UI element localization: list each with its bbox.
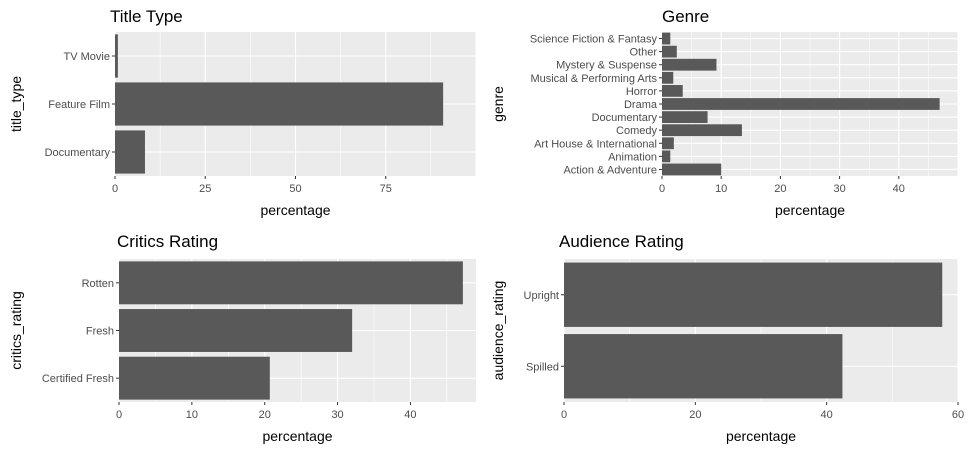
x-tick-label: 40 [821,409,833,421]
y-tick-label: Animation [608,151,657,163]
bar-rotten [119,261,463,305]
bar-action-and-adventure [662,163,722,176]
bar-tv-movie [115,34,118,78]
y-axis-title: critics_rating [8,291,24,370]
x-tick-label: 0 [561,409,567,421]
y-tick-label: Fresh [86,326,114,338]
panel-title: Audience Rating [559,232,684,251]
bar-documentary [115,130,145,174]
bar-documentary [662,111,708,123]
y-tick-label: Art House & International [534,138,657,150]
bar-musical-and-performing-arts [662,71,674,84]
bar-animation [662,150,671,163]
y-tick-label: TV Movie [64,51,110,63]
y-tick-label: Rotten [82,278,114,290]
y-tick-label: Documentary [592,112,658,124]
x-tick-label: 20 [259,409,271,421]
y-tick-label: Science Fiction & Fantasy [530,34,658,46]
x-tick-label: 0 [112,183,118,195]
y-tick-label: Musical & Performing Arts [530,73,657,85]
panel-critics-rating: Certified Fresh Fresh Rotten 0 10 20 30 40 Criti… [8,232,476,444]
x-tick-label: 40 [404,409,416,421]
y-axis-title: genre [490,86,506,122]
y-tick-label: Action & Adventure [563,164,657,176]
bar-fresh [119,309,353,352]
bar-certified-fresh [119,356,270,400]
y-tick-label: Feature Film [48,99,110,111]
bar-science-fiction-and-fantasy [662,32,671,45]
panel-title: Genre [662,7,709,26]
bar-feature-film [115,82,444,126]
y-tick-label: Other [629,47,657,59]
x-axis-title: percentage [262,428,332,444]
x-tick-label: 40 [893,183,905,195]
x-tick-label: 20 [689,409,701,421]
x-tick-label: 0 [659,183,665,195]
x-tick-label: 0 [116,409,122,421]
x-tick-label: 25 [199,183,211,195]
y-tick-label: Drama [624,99,658,111]
y-tick-label: Comedy [616,125,657,137]
panel-title: Title Type [110,7,183,26]
y-axis-title: title_type [8,76,24,132]
y-tick-label: Mystery & Suspense [556,60,657,72]
panel-title: Critics Rating [117,232,218,251]
y-tick-label: Certified Fresh [42,373,114,385]
panel-title-type: Documentary Feature Film TV Movie 0 25 50 75 Ti… [8,7,477,218]
y-tick-label: Documentary [45,147,111,159]
x-tick-label: 75 [380,183,392,195]
bar-horror [662,85,683,97]
y-tick-label: Horror [626,86,658,98]
bar-spilled [564,334,843,399]
x-axis-title: percentage [726,428,796,444]
bar-art-house-and-international [662,137,674,150]
x-tick-label: 10 [186,409,198,421]
bar-upright [564,262,943,327]
bar-drama [662,98,940,110]
x-tick-label: 10 [715,183,727,195]
bar-comedy [662,124,742,137]
x-axis-title: percentage [260,202,330,218]
x-tick-label: 30 [331,409,343,421]
x-tick-label: 50 [289,183,301,195]
y-tick-label: Spilled [526,361,559,373]
x-tick-label: 60 [952,409,964,421]
bar-other [662,45,677,58]
x-tick-label: 20 [774,183,786,195]
panel-audience-rating: Spilled Upright 0 20 40 60 Audience Rating perc… [490,232,964,444]
x-axis-title: percentage [775,202,845,218]
y-tick-label: Upright [524,290,559,302]
x-tick-label: 30 [833,183,845,195]
y-axis-title: audience_rating [490,281,506,381]
bar-mystery-and-suspense [662,58,717,71]
